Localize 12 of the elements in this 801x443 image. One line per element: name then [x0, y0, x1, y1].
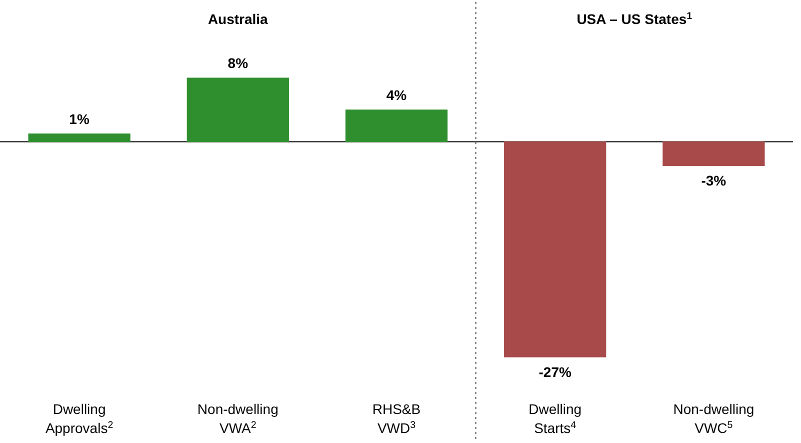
- x-tick-label: RHS&B VWD$^{3}$: [372, 401, 421, 436]
- x-tick-label: Non-dwelling VWA$^{2}$: [197, 401, 278, 436]
- data-label: -27%: [538, 364, 572, 380]
- chart-title: USA – US States$^{1}$: [576, 10, 693, 27]
- x-tick-label: Non-dwelling VWC$^{5}$: [673, 401, 754, 436]
- chart-title: Australia: [208, 11, 268, 27]
- x-tick-label: Dwelling Approvals$^{2}$: [45, 401, 114, 436]
- data-label: 8%: [228, 55, 249, 71]
- data-label: -3%: [701, 172, 727, 189]
- x-tick-label: Dwelling Starts$^{4}$: [528, 401, 582, 436]
- data-label: 1%: [69, 110, 90, 127]
- data-label: 4%: [386, 86, 408, 103]
